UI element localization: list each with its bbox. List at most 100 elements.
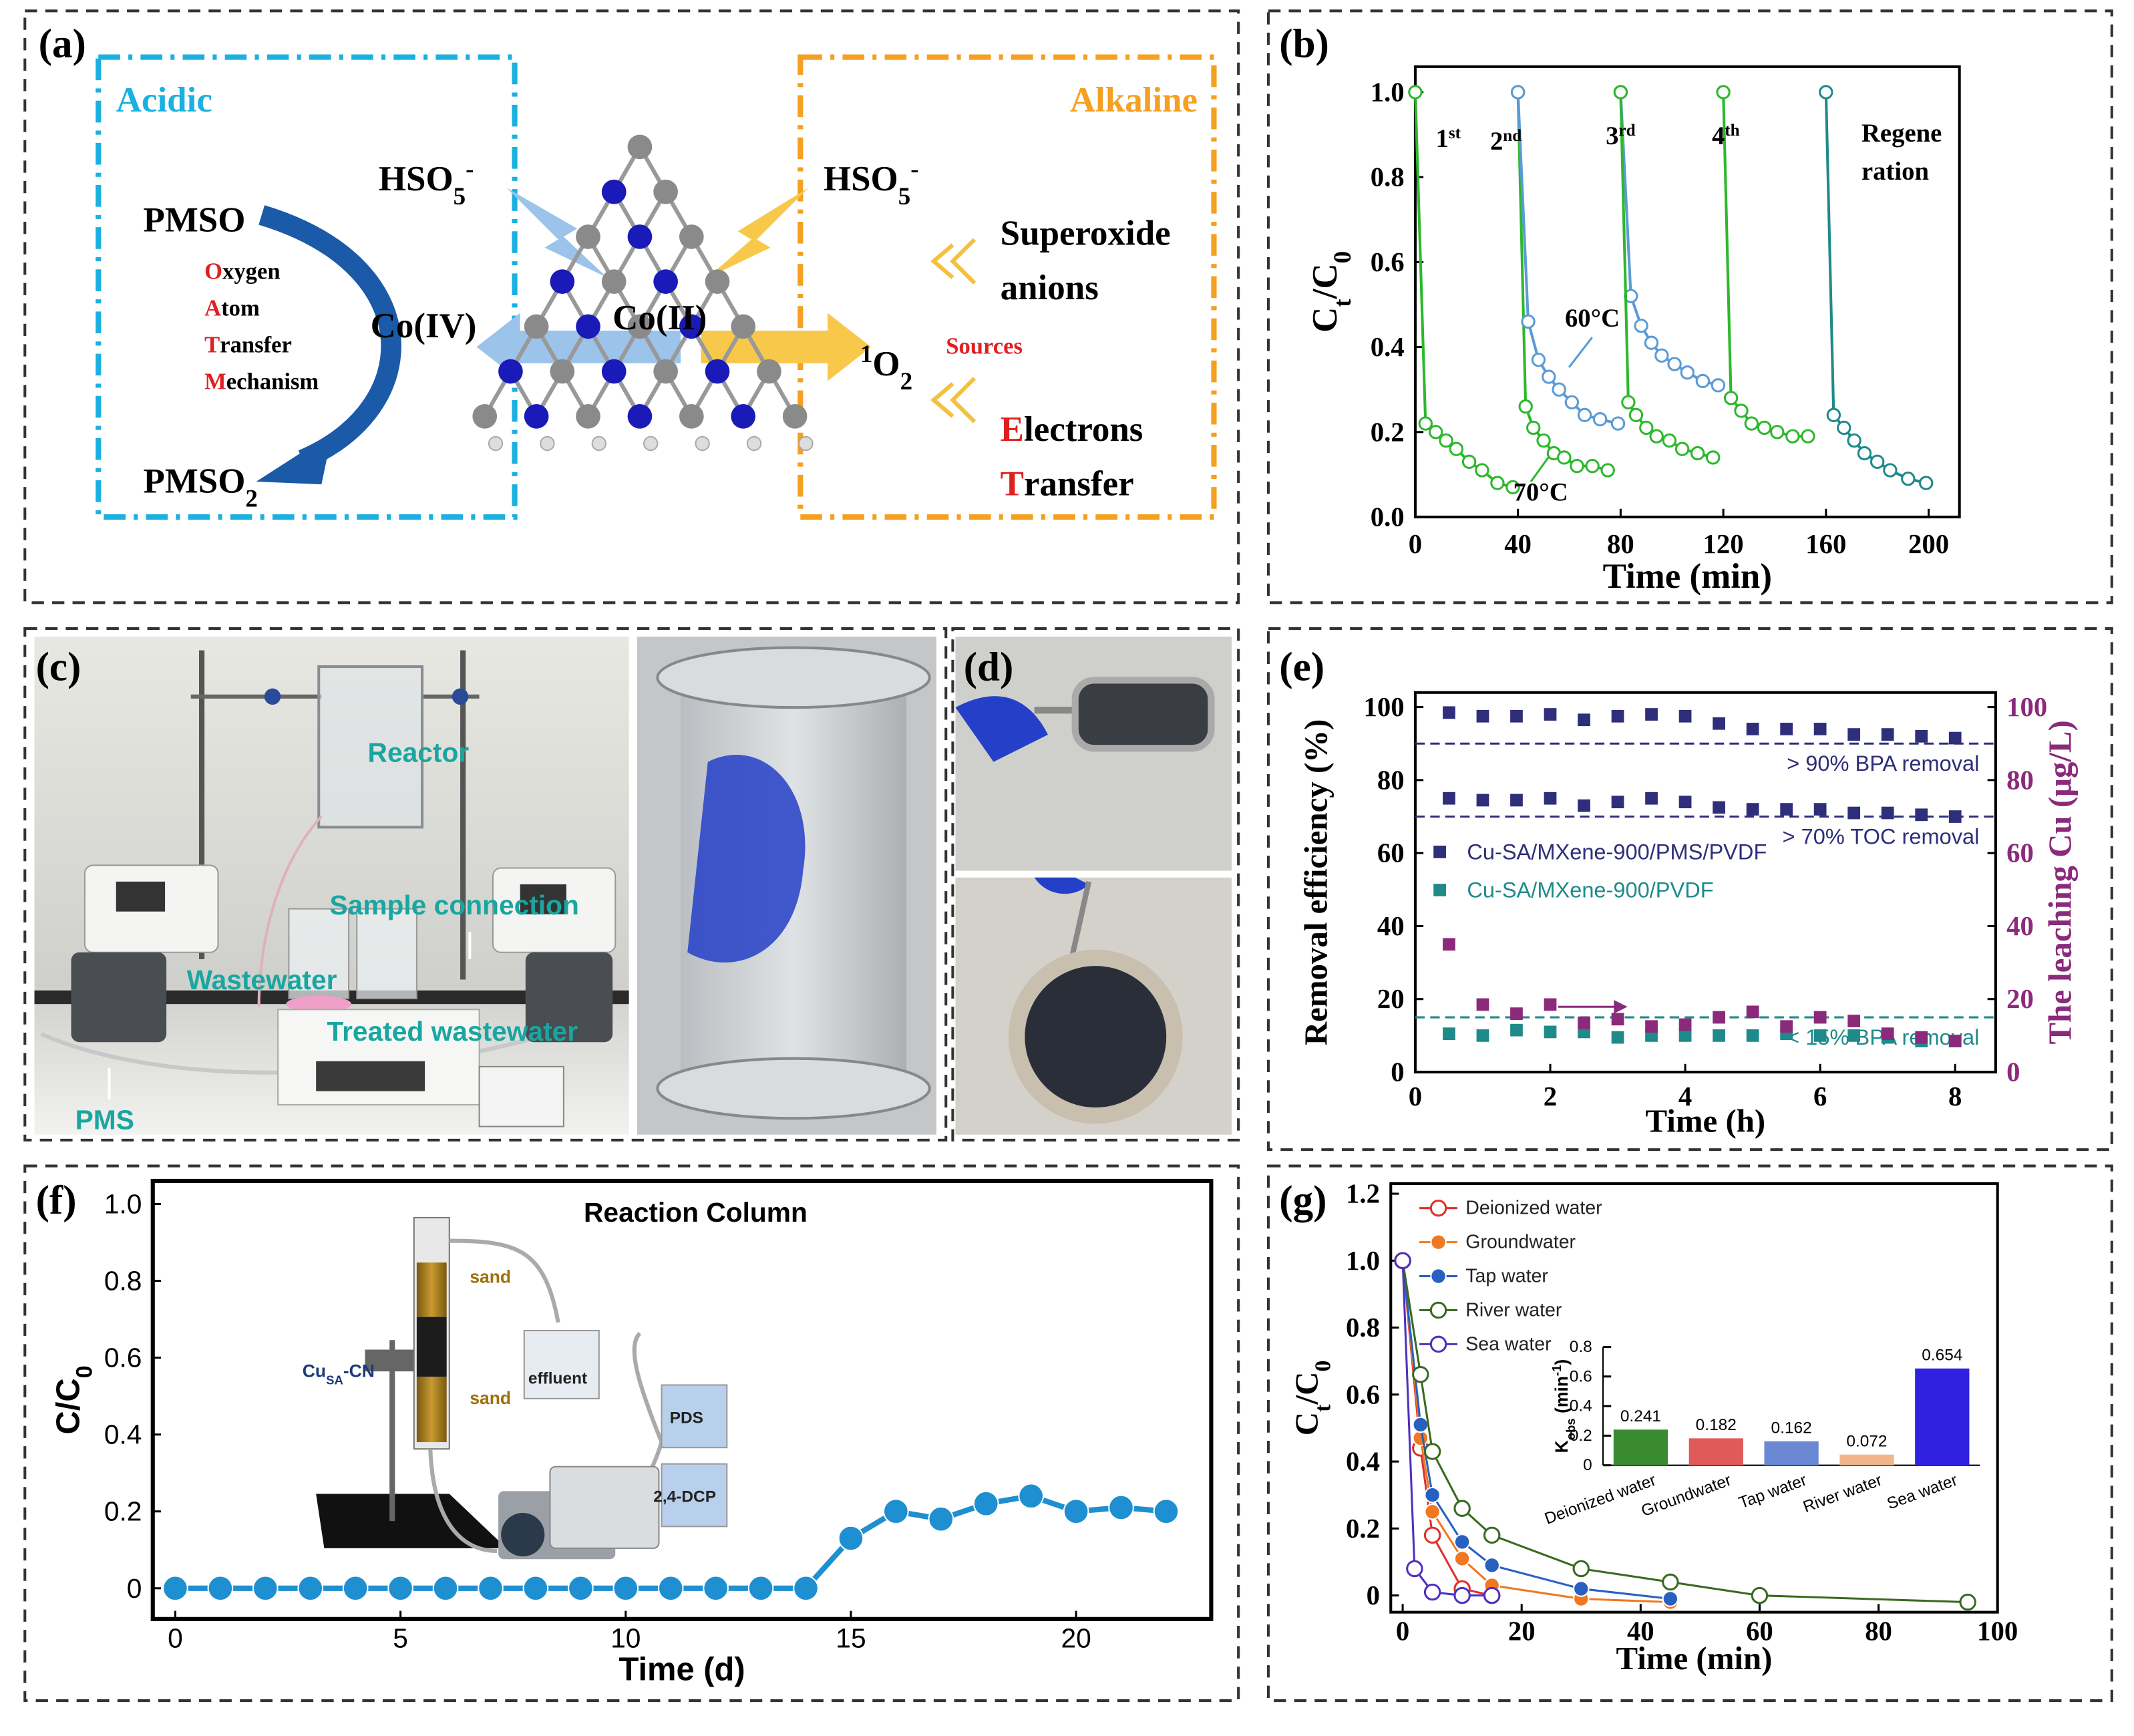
subscript: 0: [1328, 251, 1356, 264]
text-part: xygen: [222, 259, 281, 285]
marker: [1063, 1498, 1089, 1525]
marker: [838, 1525, 864, 1552]
marker: [972, 1490, 999, 1517]
text-part: HSO: [824, 160, 898, 198]
marker: [1526, 420, 1541, 436]
sand-layer: [416, 1262, 447, 1317]
marker: [1542, 369, 1556, 384]
x-tick-label: Deionized water: [1542, 1471, 1658, 1528]
marker: [1611, 1013, 1624, 1026]
y2-tick-label: 20: [2006, 984, 2034, 1014]
x-axis-label: Time (d): [618, 1651, 745, 1687]
bar: [1915, 1368, 1970, 1465]
marker: [928, 1506, 954, 1532]
legend-marker: [1429, 1301, 1447, 1319]
atom: [550, 359, 575, 384]
marker: [1423, 1443, 1441, 1460]
marker: [1881, 728, 1894, 741]
x-tick-label: 10: [610, 1622, 641, 1653]
marker: [657, 1575, 684, 1602]
text-part: Cu: [303, 1361, 326, 1381]
x-tick-label: Tap water: [1737, 1471, 1809, 1512]
panel-a: Acidic Alkaline PMSO Oxygen Atom Transfe…: [96, 54, 1217, 520]
y2-tick-label: 100: [2006, 692, 2047, 722]
beaker: [661, 1384, 728, 1449]
bracket-mark: [950, 238, 976, 285]
marker: [252, 1575, 279, 1602]
text-part: -CN: [343, 1361, 375, 1381]
marker: [1634, 319, 1648, 333]
x-tick-label: 100: [1977, 1616, 2018, 1646]
x-tick-label: 60: [1746, 1616, 1773, 1646]
marker: [1847, 806, 1861, 820]
tube: [449, 1238, 560, 1323]
marker: [1453, 1550, 1471, 1567]
frame-d: [951, 627, 1240, 1142]
panel-label: (c): [36, 645, 81, 689]
y-axis-label: Ct/C0: [1288, 1361, 1335, 1436]
atom: [627, 134, 653, 160]
y-tick-label: 0.8: [104, 1266, 142, 1296]
marker: [883, 1498, 909, 1525]
marker: [747, 1575, 774, 1602]
subscript: 2: [245, 485, 258, 512]
pink-liquid: [286, 995, 352, 1013]
y-tick-label: 0: [1583, 1456, 1592, 1474]
c-label: Reactor: [368, 737, 470, 768]
transfer: Transfer: [1001, 464, 1134, 503]
marker: [1667, 357, 1682, 371]
marker: [1476, 998, 1489, 1011]
legend-marker: [1430, 1234, 1447, 1250]
legend-marker: [1429, 1199, 1447, 1217]
marker: [1915, 1031, 1928, 1044]
atom: [576, 224, 600, 249]
marker: [1108, 1494, 1134, 1521]
flange: [656, 1057, 931, 1120]
marker: [1518, 399, 1533, 414]
atom: [653, 269, 678, 294]
marker: [1678, 796, 1692, 809]
oat-word: Oxygen: [204, 259, 280, 285]
text-part: ransfer: [1024, 464, 1134, 503]
superscript: -1: [1550, 1365, 1564, 1376]
subscript: 5: [454, 183, 466, 210]
x-tick-label: 0: [168, 1622, 183, 1653]
frame-e: [1266, 627, 2113, 1152]
y2-axis-label: The leaching Cu (μg/L): [2042, 720, 2079, 1044]
panel-f-inset: sand sand effluent PDS 2,4-DCP CuSA-CN: [303, 1216, 728, 1560]
hydrogen: [540, 436, 555, 452]
atom: [705, 359, 730, 384]
acidic-box: [96, 54, 518, 520]
marker: [1578, 1016, 1590, 1029]
marker: [1578, 799, 1590, 812]
hydrogen: [695, 436, 710, 452]
legend-label: Sea water: [1465, 1333, 1552, 1355]
marker: [1461, 454, 1477, 470]
x-tick-label: 20: [1061, 1622, 1091, 1653]
x-tick-label: 80: [1865, 1616, 1892, 1646]
legend-marker: [1433, 884, 1446, 896]
marker: [1785, 429, 1800, 444]
marker: [1948, 810, 1962, 823]
marker: [1746, 1005, 1759, 1019]
hso5-left-bolt: [506, 188, 608, 278]
c-label: Treated wastewater: [327, 1016, 578, 1047]
marker: [1819, 85, 1833, 100]
marker: [1757, 420, 1772, 436]
text-part: lectrons: [1024, 410, 1143, 449]
superscript: st: [1449, 124, 1461, 142]
x-axis-label: Time (h): [1646, 1103, 1766, 1140]
bar: [1839, 1454, 1894, 1465]
series-line: [1722, 92, 1808, 438]
atom: [627, 314, 653, 339]
oat-word: Transfer: [204, 333, 292, 358]
marker: [1443, 938, 1455, 951]
atom: [627, 224, 653, 249]
marker: [1678, 1018, 1692, 1031]
subscript: t: [1328, 299, 1356, 307]
y2-tick-label: 0: [2006, 1057, 2020, 1087]
